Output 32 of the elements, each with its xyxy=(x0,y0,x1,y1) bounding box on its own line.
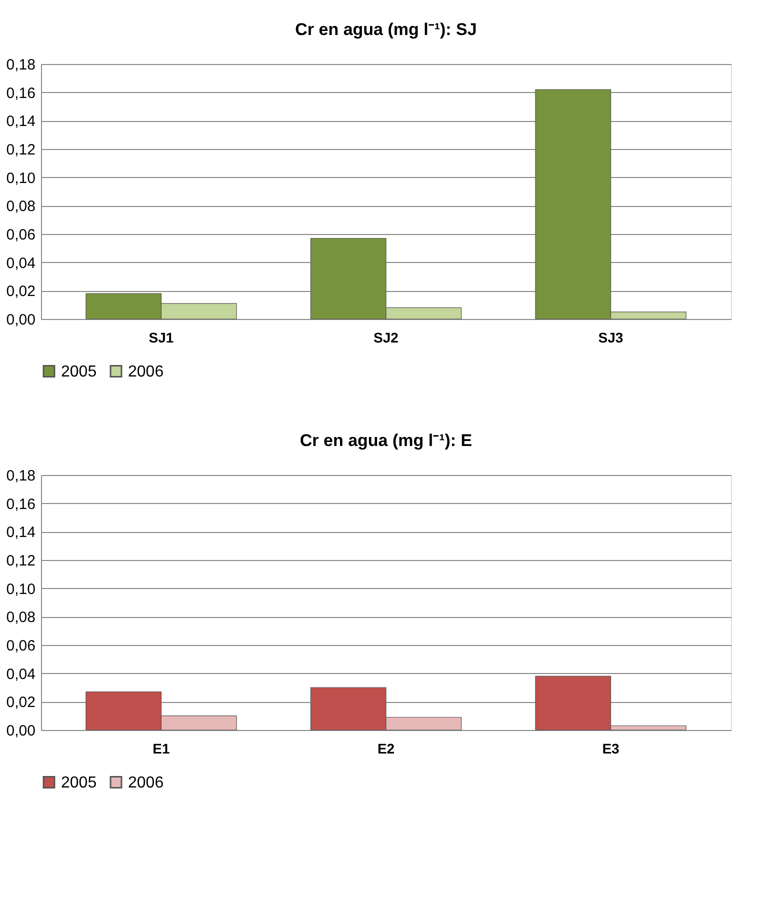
y-tick-label: 0,06 xyxy=(6,638,36,654)
y-tick-label: 0,06 xyxy=(6,226,36,244)
legend-label: 2005 xyxy=(61,774,97,792)
y-tick-label: 0,04 xyxy=(6,666,36,683)
legend-label: 2006 xyxy=(128,363,164,380)
y-tick-label: 0,12 xyxy=(6,142,36,158)
y-tick-label: 0,00 xyxy=(6,722,36,740)
y-tick-label: 0,18 xyxy=(6,56,36,74)
y-tick-label: 0,04 xyxy=(6,254,36,272)
y-tick-label: 0,02 xyxy=(6,283,36,300)
x-tick-label: E2 xyxy=(377,740,395,756)
legend-label: 2006 xyxy=(128,774,164,792)
chart-title: Cr en agua (mg l⁻¹): E xyxy=(300,431,472,450)
x-tick-label: SJ2 xyxy=(374,330,399,346)
y-tick-label: 0,02 xyxy=(6,694,36,712)
y-tick-label: 0,16 xyxy=(6,496,36,513)
y-tick-label: 0,08 xyxy=(6,609,36,626)
y-tick-label: 0,00 xyxy=(6,312,36,328)
x-tick-label: SJ1 xyxy=(148,330,174,346)
y-tick-label: 0,10 xyxy=(6,580,36,598)
y-tick-label: 0,18 xyxy=(6,468,36,484)
y-tick-label: 0,12 xyxy=(6,552,36,570)
x-tick-label: SJ3 xyxy=(598,330,624,346)
y-tick-label: 0,14 xyxy=(6,524,36,542)
y-tick-label: 0,08 xyxy=(6,198,36,216)
y-tick-label: 0,10 xyxy=(6,170,36,187)
y-tick-label: 0,14 xyxy=(6,113,36,130)
legend-label: 2005 xyxy=(61,363,97,380)
x-tick-label: E1 xyxy=(152,740,170,756)
y-tick-label: 0,16 xyxy=(6,84,36,102)
x-tick-label: E3 xyxy=(602,740,620,756)
chart-title: Cr en agua (mg l⁻¹): SJ xyxy=(295,20,477,39)
